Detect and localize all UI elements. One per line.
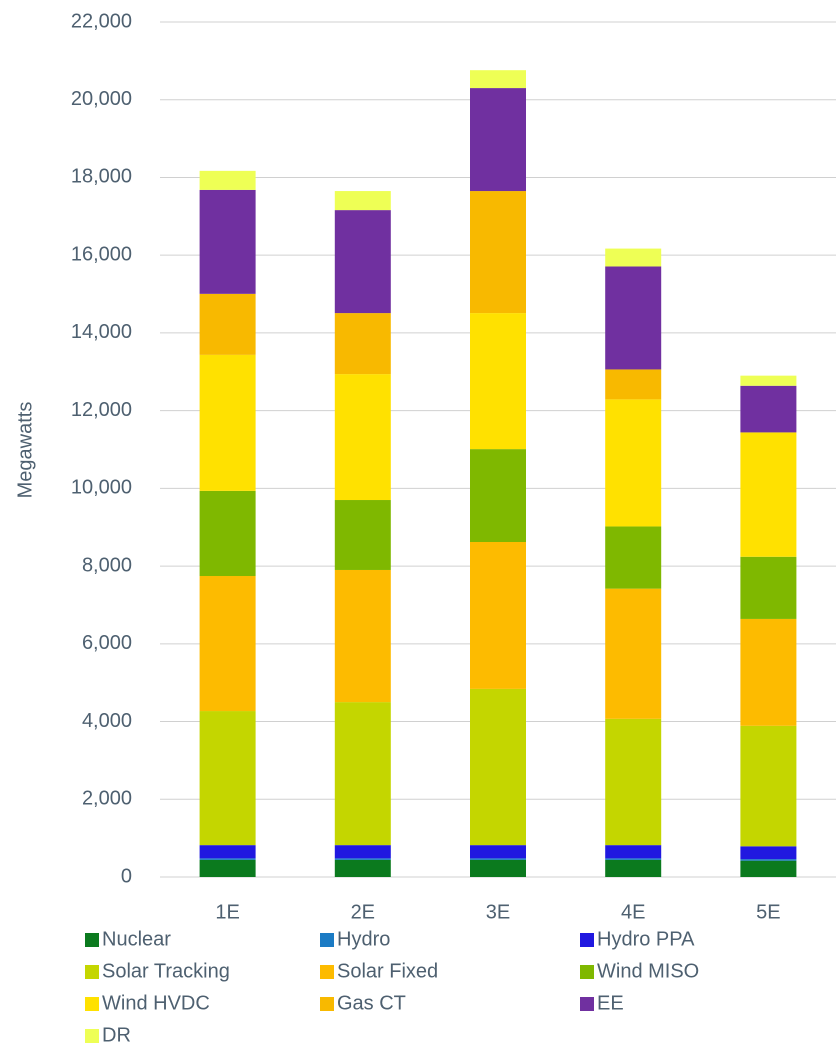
y-tick-label: 22,000 <box>71 10 132 32</box>
bar-segment <box>605 718 662 846</box>
bar-segment <box>199 845 256 859</box>
bar-segment <box>740 385 797 433</box>
y-tick-label: 8,000 <box>82 554 132 576</box>
bar-segment <box>470 859 526 877</box>
bar-segment <box>334 858 391 860</box>
legend-swatch <box>320 997 334 1011</box>
legend-swatch <box>85 1029 99 1043</box>
y-tick-label: 16,000 <box>71 243 132 265</box>
bar-segment <box>199 189 256 294</box>
bar-segment <box>470 688 526 846</box>
legend-label: Gas CT <box>337 992 406 1014</box>
bar-segment <box>199 859 256 877</box>
bar-segment <box>470 845 526 859</box>
bar-segment <box>334 500 391 570</box>
bar-segment <box>334 191 391 211</box>
bar-segment <box>334 859 391 877</box>
legend-swatch <box>580 965 594 979</box>
legend-swatch <box>85 997 99 1011</box>
bar-segment <box>740 725 797 847</box>
bar-segment <box>199 711 256 846</box>
legend-label: Solar Fixed <box>337 960 438 982</box>
y-tick-label: 6,000 <box>82 632 132 654</box>
y-tick-label: 0 <box>121 865 132 887</box>
bar-segment <box>605 859 662 877</box>
bar-segment <box>199 490 256 577</box>
bar-segment <box>605 526 662 589</box>
bar-segment <box>470 191 526 314</box>
bar-segment <box>470 541 526 689</box>
x-tick-label: 2E <box>351 901 375 923</box>
bar-segment <box>470 88 526 192</box>
legend-swatch <box>580 933 594 947</box>
y-tick-label: 12,000 <box>71 399 132 421</box>
bar-segment <box>605 845 662 859</box>
bar-segment <box>740 618 797 726</box>
bar-segment <box>199 170 256 190</box>
bar-segment <box>740 846 797 860</box>
legend-swatch <box>85 933 99 947</box>
bar-segment <box>470 449 526 542</box>
y-tick-label: 10,000 <box>71 477 132 499</box>
legend-swatch <box>580 997 594 1011</box>
bar-segment <box>605 399 662 527</box>
bar-segment <box>334 845 391 859</box>
bar-segment <box>605 248 662 267</box>
bar-segment <box>199 858 256 860</box>
y-tick-label: 2,000 <box>82 788 132 810</box>
legend-swatch <box>320 933 334 947</box>
y-tick-label: 4,000 <box>82 710 132 732</box>
bar-segment <box>740 556 797 619</box>
y-tick-label: 20,000 <box>71 88 132 110</box>
x-tick-label: 3E <box>486 901 510 923</box>
bar-segment <box>334 313 391 375</box>
bar-segment <box>334 374 391 501</box>
bar-segment <box>605 369 662 400</box>
legend-swatch <box>85 965 99 979</box>
bar-segment <box>605 266 662 370</box>
bar-segment <box>740 859 797 861</box>
bar-segment <box>334 569 391 703</box>
legend-label: Hydro <box>337 928 390 950</box>
y-axis-label: Megawatts <box>14 402 36 499</box>
legend-label: Hydro PPA <box>597 928 695 950</box>
bar-segment <box>740 432 797 557</box>
legend-label: Wind MISO <box>597 960 699 982</box>
x-tick-label: 1E <box>215 901 239 923</box>
legend-label: Nuclear <box>102 928 171 950</box>
bar-segment <box>740 860 797 877</box>
bar-segment <box>470 858 526 860</box>
legend-swatch <box>320 965 334 979</box>
x-tick-label: 4E <box>621 901 645 923</box>
bar-segment <box>199 293 256 355</box>
bar-segment <box>470 70 526 89</box>
legend-label: Wind HVDC <box>102 992 210 1014</box>
bar-segment <box>334 210 391 314</box>
y-tick-label: 14,000 <box>71 321 132 343</box>
x-tick-label: 5E <box>756 901 780 923</box>
legend-label: DR <box>102 1024 131 1046</box>
legend-label: EE <box>597 992 624 1014</box>
bar-segment <box>740 375 797 386</box>
bar-segment <box>199 354 256 491</box>
y-tick-label: 18,000 <box>71 166 132 188</box>
bar-segment <box>199 576 256 712</box>
bar-segment <box>605 858 662 860</box>
bar-segment <box>334 702 391 846</box>
legend-label: Solar Tracking <box>102 960 230 982</box>
bar-segment <box>470 313 526 450</box>
bar-segment <box>605 588 662 719</box>
